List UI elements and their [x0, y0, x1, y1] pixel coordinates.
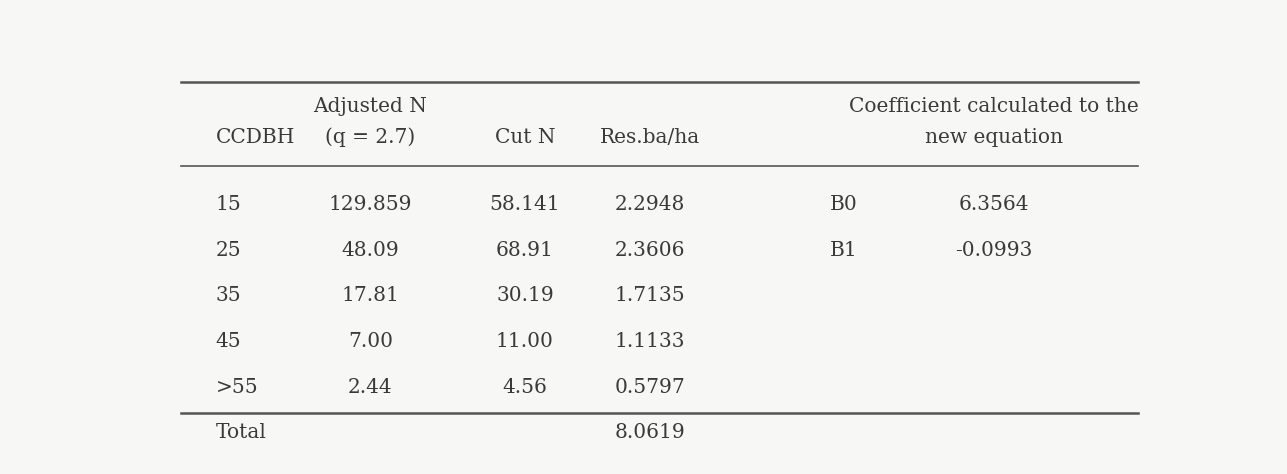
Text: 4.56: 4.56	[502, 378, 547, 397]
Text: Res.ba/ha: Res.ba/ha	[600, 128, 700, 146]
Text: 58.141: 58.141	[489, 195, 560, 214]
Text: B0: B0	[830, 195, 858, 214]
Text: 1.1133: 1.1133	[614, 332, 685, 351]
Text: 11.00: 11.00	[495, 332, 553, 351]
Text: 15: 15	[216, 195, 242, 214]
Text: 68.91: 68.91	[495, 241, 553, 260]
Text: 25: 25	[216, 241, 242, 260]
Text: Cut N: Cut N	[494, 128, 555, 146]
Text: 8.0619: 8.0619	[614, 423, 685, 442]
Text: Coefficient calculated to the: Coefficient calculated to the	[849, 97, 1139, 116]
Text: 2.2948: 2.2948	[614, 195, 685, 214]
Text: 2.44: 2.44	[347, 378, 393, 397]
Text: 48.09: 48.09	[341, 241, 399, 260]
Text: 30.19: 30.19	[495, 286, 553, 305]
Text: 6.3564: 6.3564	[959, 195, 1030, 214]
Text: Total: Total	[216, 423, 266, 442]
Text: -0.0993: -0.0993	[955, 241, 1032, 260]
Text: >55: >55	[216, 378, 259, 397]
Text: 35: 35	[216, 286, 242, 305]
Text: 2.3606: 2.3606	[614, 241, 685, 260]
Text: B1: B1	[830, 241, 858, 260]
Text: 129.859: 129.859	[328, 195, 412, 214]
Text: (q = 2.7): (q = 2.7)	[326, 128, 416, 147]
Text: Adjusted N: Adjusted N	[314, 97, 427, 116]
Text: 45: 45	[216, 332, 242, 351]
Text: 17.81: 17.81	[341, 286, 399, 305]
Text: CCDBH: CCDBH	[216, 128, 295, 146]
Text: 1.7135: 1.7135	[614, 286, 685, 305]
Text: 0.5797: 0.5797	[614, 378, 685, 397]
Text: 7.00: 7.00	[347, 332, 393, 351]
Text: new equation: new equation	[925, 128, 1063, 146]
